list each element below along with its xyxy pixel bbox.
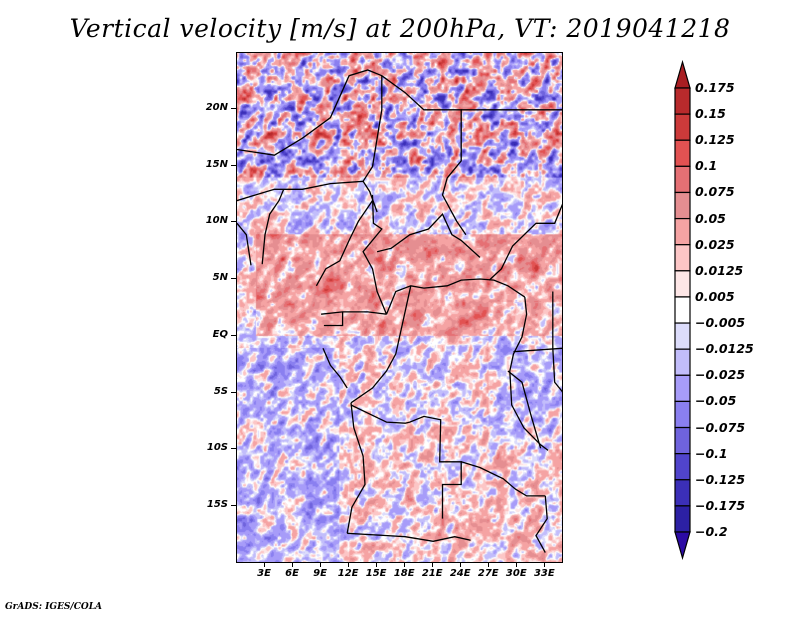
x-tick-mark: [432, 563, 434, 567]
x-tick-label: 3E: [257, 568, 271, 579]
border-line: [350, 404, 462, 519]
x-tick-mark: [348, 563, 350, 567]
colorbar-label: −0.0125: [695, 341, 754, 357]
colorbar-box: [674, 453, 691, 481]
chart-title: Vertical velocity [m/s] at 200hPa, VT: 2…: [69, 14, 731, 43]
x-tick-label: 27E: [477, 568, 499, 579]
y-tick-label: 20N: [198, 102, 236, 113]
colorbar-label: 0.005: [695, 288, 735, 304]
credit-text: GrADS: IGES/COLA: [5, 602, 103, 612]
colorbar-label: −0.075: [695, 419, 746, 435]
colorbar-box: [674, 374, 691, 403]
colorbar-label: −0.175: [695, 497, 746, 513]
colorbar-label: 0.125: [695, 132, 735, 148]
colorbar-box: [674, 191, 691, 220]
x-tick-label: 33E: [533, 568, 555, 579]
colorbar-box: [674, 296, 691, 324]
colorbar-label: 0.1: [695, 158, 718, 174]
y-tick-label: 15S: [198, 499, 236, 510]
colorbar-box: [674, 165, 691, 194]
border-line: [315, 200, 374, 287]
border-line: [362, 194, 388, 315]
colorbar-box: [674, 87, 691, 115]
border-line: [362, 75, 383, 182]
border-line: [237, 69, 467, 236]
y-tick-label: 15N: [198, 159, 236, 170]
x-tick-mark: [320, 563, 322, 567]
y-tick-label: 10S: [198, 442, 236, 453]
border-line: [552, 291, 562, 393]
colorbar-label: −0.1: [695, 445, 728, 461]
colorbar-box: [674, 400, 691, 429]
x-tick-label: 24E: [449, 568, 471, 579]
y-tick-label: 5N: [198, 272, 236, 283]
y-tick-label: EQ: [198, 329, 236, 340]
colorbar-box: [674, 113, 691, 141]
x-tick-mark: [264, 563, 266, 567]
colorbar-box: [674, 505, 691, 533]
x-tick-label: 6E: [285, 568, 299, 579]
colorbar-label: −0.2: [695, 524, 728, 539]
border-line: [376, 213, 481, 258]
border-line: [237, 180, 378, 213]
y-tick-label: 10N: [198, 215, 236, 226]
x-tick-mark: [376, 563, 378, 567]
x-tick-mark: [292, 563, 294, 567]
x-tick-label: 30E: [505, 568, 527, 579]
border-line: [346, 402, 366, 534]
border-line: [347, 532, 471, 542]
colorbar-label: 0.0125: [695, 262, 744, 278]
vertical-velocity-field: [237, 53, 562, 562]
border-line: [535, 495, 548, 553]
colorbar-box: [674, 348, 691, 376]
border-line: [488, 203, 562, 281]
x-tick-mark: [544, 563, 546, 567]
x-tick-mark: [404, 563, 406, 567]
x-tick-mark: [460, 563, 462, 567]
colorbar-box: [674, 244, 691, 272]
border-line: [513, 347, 562, 353]
colorbar-label: 0.025: [695, 236, 735, 252]
colorbar-box: [674, 270, 691, 298]
border-line: [461, 461, 546, 497]
border-line: [261, 189, 285, 265]
colorbar-label: 0.175: [695, 80, 735, 95]
border-line: [237, 222, 252, 266]
x-tick-label: 18E: [393, 568, 415, 579]
x-tick-mark: [516, 563, 518, 567]
colorbar-label: −0.025: [695, 367, 746, 383]
colorbar-box: [674, 139, 691, 167]
colorbar-box: [674, 322, 691, 350]
border-line: [322, 347, 348, 389]
colorbar-label: 0.05: [695, 210, 726, 226]
colorbar-box: [674, 479, 691, 507]
map-plot-area: [236, 52, 563, 563]
y-tick-label: 5S: [198, 386, 236, 397]
border-line: [509, 297, 549, 451]
colorbar-under-arrow: [674, 531, 691, 561]
colorbar-label: 0.075: [695, 184, 735, 200]
x-tick-mark: [488, 563, 490, 567]
border-line: [385, 278, 526, 315]
colorbar-label: 0.15: [695, 106, 726, 122]
colorbar-label: −0.125: [695, 471, 746, 487]
colorbar-over-arrow: [674, 59, 691, 89]
x-tick-label: 21E: [421, 568, 443, 579]
colorbar-box: [674, 217, 691, 246]
border-line: [321, 311, 387, 315]
colorbar-label: −0.05: [695, 393, 737, 409]
x-tick-label: 12E: [337, 568, 359, 579]
x-tick-label: 9E: [313, 568, 327, 579]
colorbar-label: −0.005: [695, 315, 746, 331]
border-line: [323, 311, 344, 327]
x-tick-label: 15E: [365, 568, 387, 579]
colorbar-box: [674, 426, 691, 455]
border-line: [350, 285, 412, 404]
country-borders: [237, 69, 562, 553]
border-line: [507, 370, 542, 449]
